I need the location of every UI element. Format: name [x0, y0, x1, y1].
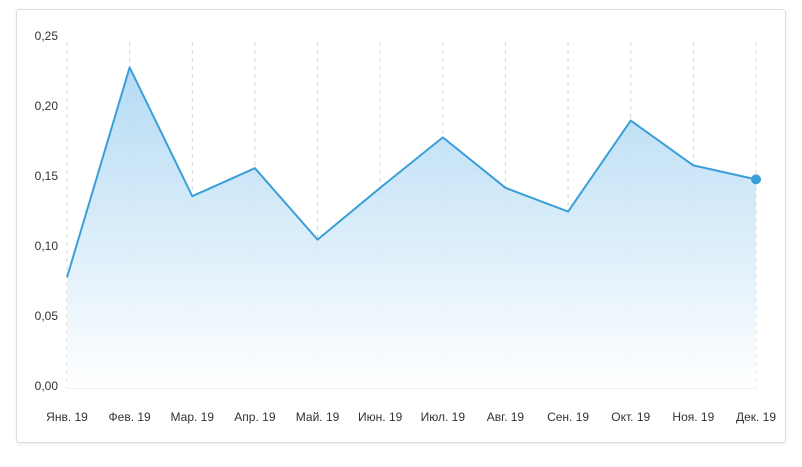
x-tick-label: Июн. 19	[358, 410, 403, 424]
y-tick-label: 0,15	[35, 169, 59, 183]
y-tick-label: 0,10	[35, 239, 59, 253]
x-tick-label: Июл. 19	[421, 410, 466, 424]
x-tick-label: Сен. 19	[547, 410, 589, 424]
x-tick-label: Апр. 19	[234, 410, 276, 424]
x-tick-label: Авг. 19	[487, 410, 525, 424]
card	[16, 9, 786, 443]
x-tick-label: Ноя. 19	[672, 410, 714, 424]
line	[66, 66, 757, 278]
x-tick-label: Мар. 19	[171, 410, 215, 424]
y-tick-label: 0,20	[35, 99, 59, 113]
x-tick-label: Май. 19	[296, 410, 340, 424]
point-marker	[751, 174, 761, 185]
x-tick-label: Фев. 19	[109, 410, 152, 424]
y-tick-label: 0,00	[35, 379, 59, 393]
y-tick-label: 0,05	[35, 309, 59, 323]
x-tick-label: Янв. 19	[46, 410, 88, 424]
x-tick-label: Окт. 19	[611, 410, 650, 424]
x-tick-label: Дек. 19	[736, 410, 776, 424]
area-fill	[67, 67, 756, 389]
y-tick-label: 0,25	[35, 29, 59, 43]
